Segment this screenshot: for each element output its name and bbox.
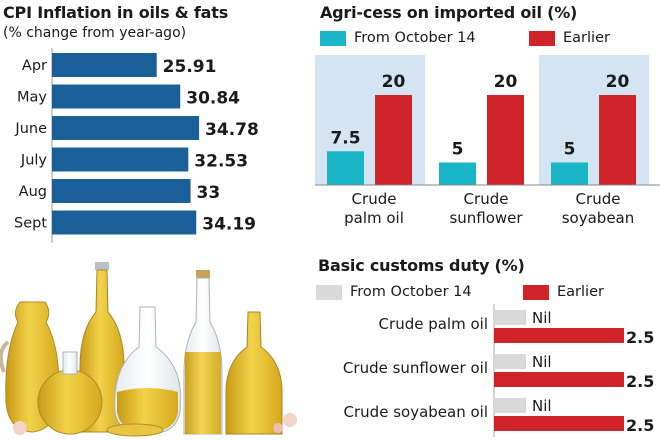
agri-value-label-from-oct14: 5: [564, 140, 576, 160]
bcd-value-label-earlier: 2.5: [626, 416, 654, 435]
agri-legend-swatch-red: [529, 30, 555, 46]
cpi-bar: [52, 147, 189, 172]
agri-bar-from-oct14: [551, 162, 588, 185]
cpi-bar: [52, 116, 200, 140]
agri-legend-label-earlier: Earlier: [563, 30, 610, 46]
agri-bar-earlier: [487, 95, 524, 185]
agri-category-label-line2: sunflower: [449, 209, 523, 227]
bcd-legend-from-oct14: From October 14: [316, 284, 472, 300]
agri-bar-earlier: [599, 95, 636, 185]
agri-value-label-from-oct14: 5: [452, 140, 464, 160]
cpi-value-label: 32.53: [194, 152, 248, 172]
cpi-bar: [52, 84, 181, 109]
bcd-value-label-earlier: 2.5: [626, 372, 654, 391]
cpi-value-label: 25.91: [163, 57, 217, 77]
bcd-category-label: Crude soyabean oil: [344, 403, 488, 421]
bcd-bar-earlier: [494, 372, 624, 387]
bcd-bar-earlier: [494, 328, 624, 343]
cpi-chart-title: CPI Inflation in oils & fats: [3, 3, 229, 22]
agri-category-label-line1: Crude: [352, 190, 397, 208]
cpi-value-label: 33: [197, 183, 221, 203]
bcd-bar-from-oct14: [494, 310, 526, 325]
bcd-category-label: Crude palm oil: [379, 315, 488, 333]
bcd-legend-earlier: Earlier: [523, 284, 604, 300]
cpi-bar: [52, 210, 197, 235]
bcd-value-label-from-oct14: Nil: [532, 309, 552, 327]
bcd-legend-label-earlier: Earlier: [557, 284, 604, 300]
agri-category-label-line1: Crude: [464, 190, 509, 208]
cpi-category-label: June: [14, 121, 47, 137]
cpi-category-label: May: [17, 90, 47, 106]
agri-category-label-line2: palm oil: [344, 209, 404, 227]
agri-legend-swatch-teal: [320, 30, 346, 46]
bcd-category-label: Crude sunflower oil: [343, 359, 488, 377]
agri-value-label-earlier: 20: [382, 72, 406, 92]
agri-category-label-line2: soyabean: [562, 209, 635, 227]
bcd-value-label-from-oct14: Nil: [532, 353, 552, 371]
cpi-value-label: 34.19: [202, 215, 256, 235]
agri-bar-from-oct14: [439, 162, 476, 185]
agri-value-label-from-oct14: 7.5: [330, 128, 360, 148]
agri-legend-earlier: Earlier: [529, 30, 610, 46]
bcd-chart-title: Basic customs duty (%): [318, 256, 525, 275]
agri-bar-from-oct14: [327, 151, 364, 185]
bcd-value-label-earlier: 2.5: [626, 328, 654, 347]
agri-legend-from-oct14: From October 14: [320, 30, 476, 46]
cpi-bar-chart: Apr 25.91 May 30.84 June 34.78 July 32.53 Aug 33 S…: [14, 48, 259, 243]
agri-value-label-earlier: 20: [494, 72, 518, 92]
bcd-legend-swatch-red: [523, 284, 549, 300]
agri-value-label-earlier: 20: [606, 72, 630, 92]
bcd-bar-from-oct14: [494, 354, 526, 369]
cpi-category-label: Aug: [19, 184, 47, 200]
agri-bar-earlier: [375, 95, 412, 185]
cpi-bar: [52, 179, 191, 203]
cpi-category-label: Sept: [14, 216, 47, 232]
cpi-value-label: 30.84: [186, 89, 240, 109]
cpi-category-label: Apr: [22, 58, 47, 74]
bcd-bar-from-oct14: [494, 398, 526, 413]
cpi-chart-subtitle: (% change from year-ago): [3, 25, 187, 41]
bcd-bar-earlier: [494, 416, 624, 431]
bcd-legend-swatch-grey: [316, 284, 342, 300]
bcd-bar-chart: Nil 2.5 Crude palm oil Nil 2.5 Crude sunflowe…: [343, 304, 654, 437]
oil-bottles-image: [0, 252, 300, 437]
cpi-category-label: July: [20, 153, 47, 169]
agri-legend-label-from-oct14: From October 14: [354, 30, 476, 46]
agri-chart-title: Agri-cess on imported oil (%): [320, 3, 578, 22]
bcd-value-label-from-oct14: Nil: [532, 397, 552, 415]
bcd-legend-label-from-oct14: From October 14: [350, 284, 472, 300]
cpi-value-label: 34.78: [205, 120, 259, 140]
cpi-bar: [52, 53, 157, 77]
agri-category-label-line1: Crude: [576, 190, 621, 208]
